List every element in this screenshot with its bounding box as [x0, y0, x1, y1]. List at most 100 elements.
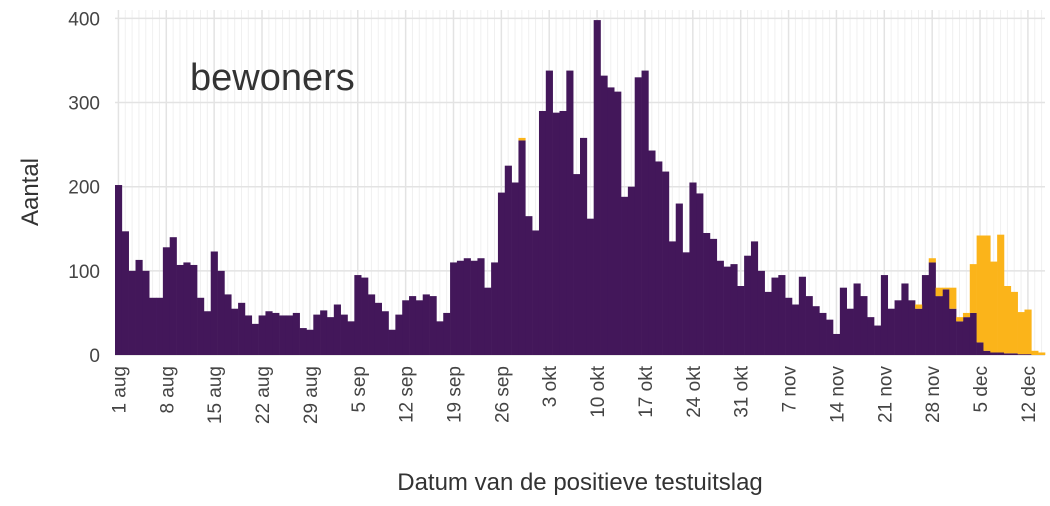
bar-segment: [142, 270, 150, 355]
bar-segment: [908, 300, 916, 355]
bar-segment: [648, 150, 656, 355]
bar-segment: [641, 70, 649, 356]
bar-segment: [997, 352, 1005, 355]
x-tick-label: 29 aug: [301, 366, 322, 424]
bar-segment: [915, 304, 923, 309]
bar-segment: [532, 230, 540, 355]
bar-segment: [723, 266, 731, 355]
bar-segment: [183, 262, 191, 355]
annotation: bewoners: [190, 57, 355, 99]
bar-segment: [169, 237, 177, 355]
bar-segment: [149, 297, 157, 355]
bar-segment: [559, 110, 567, 355]
bar-segment: [265, 311, 273, 355]
bar-segment: [320, 310, 328, 355]
x-tick-label: 21 nov: [875, 366, 896, 424]
bar-segment: [313, 314, 321, 355]
bar-segment: [477, 258, 485, 355]
bar-segment: [764, 291, 772, 355]
bar-segment: [162, 247, 171, 355]
bar-segment: [580, 137, 588, 355]
bar-segment: [244, 315, 253, 355]
bar-segment: [484, 287, 492, 355]
x-tick-label: 5 dec: [971, 366, 992, 412]
bar-segment: [538, 110, 547, 355]
bar-segment: [833, 333, 841, 355]
x-tick-label: 1 aug: [109, 366, 130, 414]
bar-segment: [251, 323, 259, 355]
bar-segment: [190, 264, 198, 355]
bar-segment: [176, 264, 184, 355]
y-tick-label: 200: [68, 178, 100, 199]
bar-segment: [894, 300, 902, 355]
bar-segment: [395, 314, 403, 355]
bar-segment: [839, 287, 847, 355]
bar-segment: [962, 317, 971, 355]
bar-segment: [511, 182, 519, 355]
bar-segment: [135, 259, 143, 355]
bar-segment: [1017, 354, 1025, 355]
bar-segment: [874, 325, 882, 355]
bar-segment: [880, 275, 889, 355]
bar-segment: [607, 87, 615, 355]
x-tick-label: 12 dec: [1019, 366, 1040, 423]
bar-segment: [1038, 352, 1046, 355]
bar-segment: [846, 308, 854, 355]
bar-segment: [600, 75, 608, 355]
bar-segment: [231, 308, 239, 355]
bar-segment: [744, 255, 752, 355]
bar-segment: [463, 258, 471, 355]
bar-segment: [819, 312, 827, 355]
bar-segment: [901, 283, 909, 355]
bar-segment: [956, 317, 964, 322]
bar-segment: [785, 297, 793, 355]
bar-segment: [709, 238, 718, 355]
bar-segment: [860, 296, 868, 355]
bar-segment: [1003, 353, 1012, 355]
y-tick-label: 100: [68, 262, 100, 283]
bar-segment: [627, 186, 636, 355]
bar-segment: [805, 296, 813, 355]
x-tick-label: 17 okt: [636, 365, 657, 417]
bar-segment: [757, 270, 765, 355]
bar-segment: [224, 294, 232, 355]
bar-segment: [771, 277, 779, 355]
bar-segment: [156, 297, 164, 355]
y-tick-label: 300: [68, 94, 100, 115]
bar-segment: [272, 312, 280, 355]
x-tick-label: 3 okt: [540, 365, 561, 407]
bar-segment: [443, 312, 451, 355]
bar-segment: [990, 352, 998, 355]
bar-segment: [997, 234, 1005, 353]
bar-segment: [456, 260, 465, 355]
bar-segment: [450, 262, 458, 355]
bar-segment: [238, 302, 246, 355]
bar-segment: [409, 296, 417, 355]
bar-segment: [470, 260, 478, 355]
bar-segment: [1017, 312, 1025, 355]
x-tick-label: 26 sep: [492, 366, 513, 423]
y-axis-label: Aantal: [17, 158, 44, 226]
bar-segment: [573, 174, 581, 355]
bar-segment: [675, 203, 683, 355]
bar-segment: [969, 264, 977, 313]
x-tick-label: 19 sep: [444, 366, 465, 423]
bar-segment: [696, 193, 704, 355]
bar-segment: [983, 350, 991, 355]
bar-segment: [368, 294, 376, 355]
bar-segment: [949, 287, 957, 309]
bar-segment: [942, 287, 950, 290]
bar-segment: [354, 275, 362, 355]
bar-segment: [853, 283, 861, 355]
bar-segment: [887, 308, 895, 355]
bar-segment: [333, 304, 341, 355]
bar-segment: [429, 296, 437, 355]
bar-segment: [388, 329, 396, 355]
bar-segment: [279, 315, 287, 355]
x-tick-label: 24 okt: [684, 365, 705, 417]
bar-segment: [121, 231, 129, 355]
bar-segment: [210, 251, 218, 355]
y-tick-label: 0: [89, 346, 100, 367]
x-tick-label: 10 okt: [588, 365, 609, 417]
